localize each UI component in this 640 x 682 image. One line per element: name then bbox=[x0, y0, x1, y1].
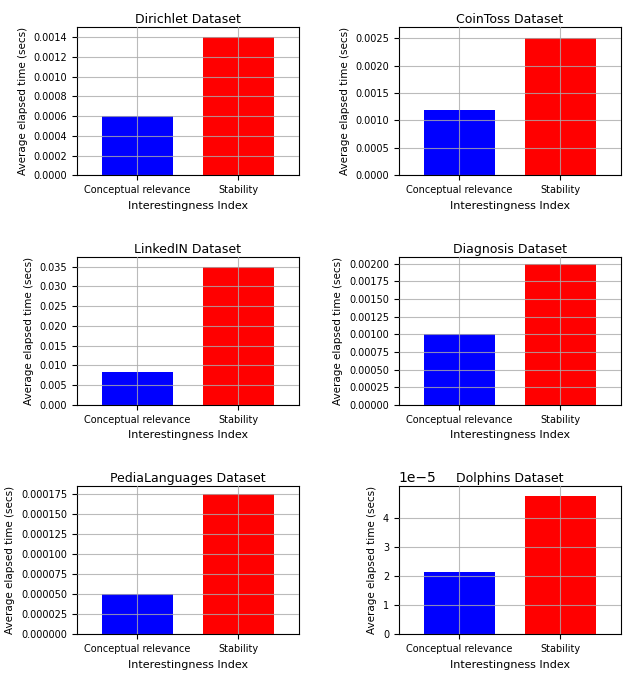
Title: Dirichlet Dataset: Dirichlet Dataset bbox=[135, 13, 241, 26]
Bar bbox=[102, 116, 173, 175]
Title: Diagnosis Dataset: Diagnosis Dataset bbox=[452, 243, 567, 256]
Y-axis label: Average elapsed time (secs): Average elapsed time (secs) bbox=[18, 27, 28, 175]
X-axis label: Interestingness Index: Interestingness Index bbox=[450, 659, 570, 670]
X-axis label: Interestingness Index: Interestingness Index bbox=[128, 430, 248, 440]
Bar bbox=[102, 372, 173, 405]
Bar bbox=[525, 496, 596, 634]
Bar bbox=[525, 264, 596, 405]
Title: LinkedIN Dataset: LinkedIN Dataset bbox=[134, 243, 241, 256]
Y-axis label: Average elapsed time (secs): Average elapsed time (secs) bbox=[340, 27, 349, 175]
Bar bbox=[424, 334, 495, 405]
Bar bbox=[424, 110, 495, 175]
Title: PediaLanguages Dataset: PediaLanguages Dataset bbox=[110, 472, 266, 485]
Bar bbox=[102, 594, 173, 634]
Bar bbox=[203, 37, 274, 175]
Y-axis label: Average elapsed time (secs): Average elapsed time (secs) bbox=[367, 486, 377, 634]
Y-axis label: Average elapsed time (secs): Average elapsed time (secs) bbox=[333, 256, 344, 405]
Y-axis label: Average elapsed time (secs): Average elapsed time (secs) bbox=[5, 486, 15, 634]
Y-axis label: Average elapsed time (secs): Average elapsed time (secs) bbox=[24, 256, 34, 405]
X-axis label: Interestingness Index: Interestingness Index bbox=[128, 659, 248, 670]
X-axis label: Interestingness Index: Interestingness Index bbox=[450, 430, 570, 440]
Title: CoinToss Dataset: CoinToss Dataset bbox=[456, 13, 563, 26]
Bar bbox=[203, 494, 274, 634]
Bar bbox=[525, 38, 596, 175]
Bar bbox=[424, 572, 495, 634]
X-axis label: Interestingness Index: Interestingness Index bbox=[128, 201, 248, 211]
Title: Dolphins Dataset: Dolphins Dataset bbox=[456, 472, 564, 485]
X-axis label: Interestingness Index: Interestingness Index bbox=[450, 201, 570, 211]
Bar bbox=[203, 267, 274, 405]
